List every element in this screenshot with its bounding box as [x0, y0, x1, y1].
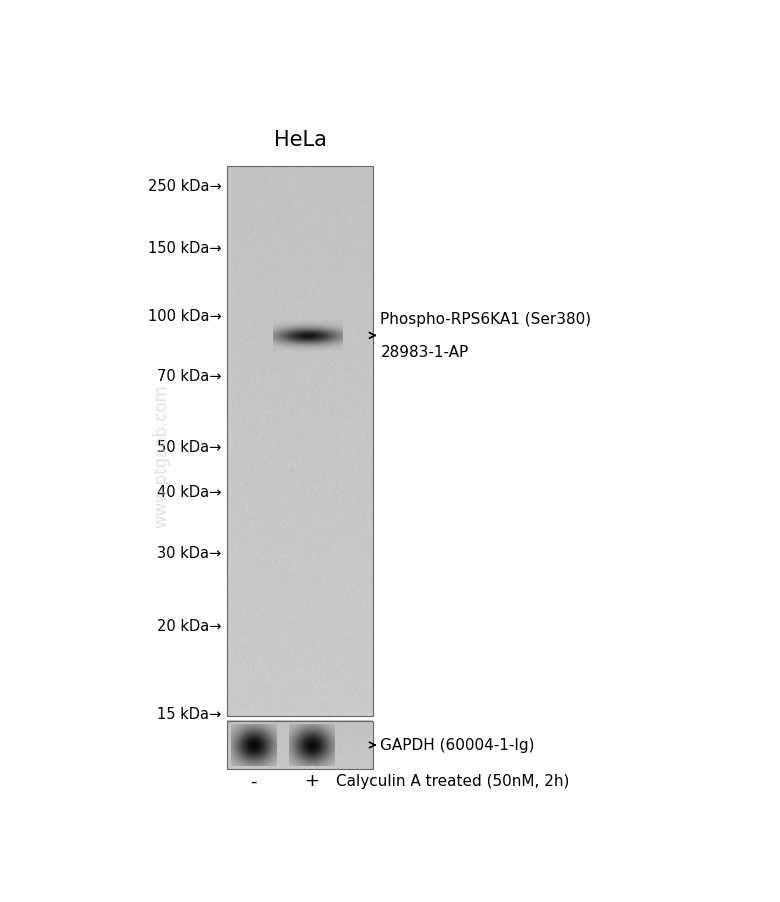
Text: 20 kDa→: 20 kDa→ — [157, 618, 222, 633]
Text: 40 kDa→: 40 kDa→ — [157, 485, 222, 500]
Text: 50 kDa→: 50 kDa→ — [157, 439, 222, 455]
Bar — [228, 167, 373, 716]
Text: www.ptgaeb.com: www.ptgaeb.com — [152, 383, 170, 528]
Text: Phospho-RPS6KA1 (Ser380): Phospho-RPS6KA1 (Ser380) — [381, 312, 591, 327]
Text: Calyculin A treated (50nM, 2h): Calyculin A treated (50nM, 2h) — [336, 773, 569, 788]
Text: 28983-1-AP: 28983-1-AP — [381, 345, 469, 360]
Text: +: + — [305, 771, 320, 789]
Text: -: - — [250, 771, 257, 789]
Text: HeLa: HeLa — [274, 130, 327, 150]
Text: 15 kDa→: 15 kDa→ — [158, 706, 222, 722]
Text: 70 kDa→: 70 kDa→ — [157, 368, 222, 383]
Bar — [228, 721, 373, 769]
Text: GAPDH (60004-1-Ig): GAPDH (60004-1-Ig) — [381, 738, 535, 752]
Text: 150 kDa→: 150 kDa→ — [147, 241, 222, 256]
Text: 30 kDa→: 30 kDa→ — [158, 545, 222, 560]
Text: 100 kDa→: 100 kDa→ — [147, 309, 222, 324]
Text: 250 kDa→: 250 kDa→ — [147, 179, 222, 194]
